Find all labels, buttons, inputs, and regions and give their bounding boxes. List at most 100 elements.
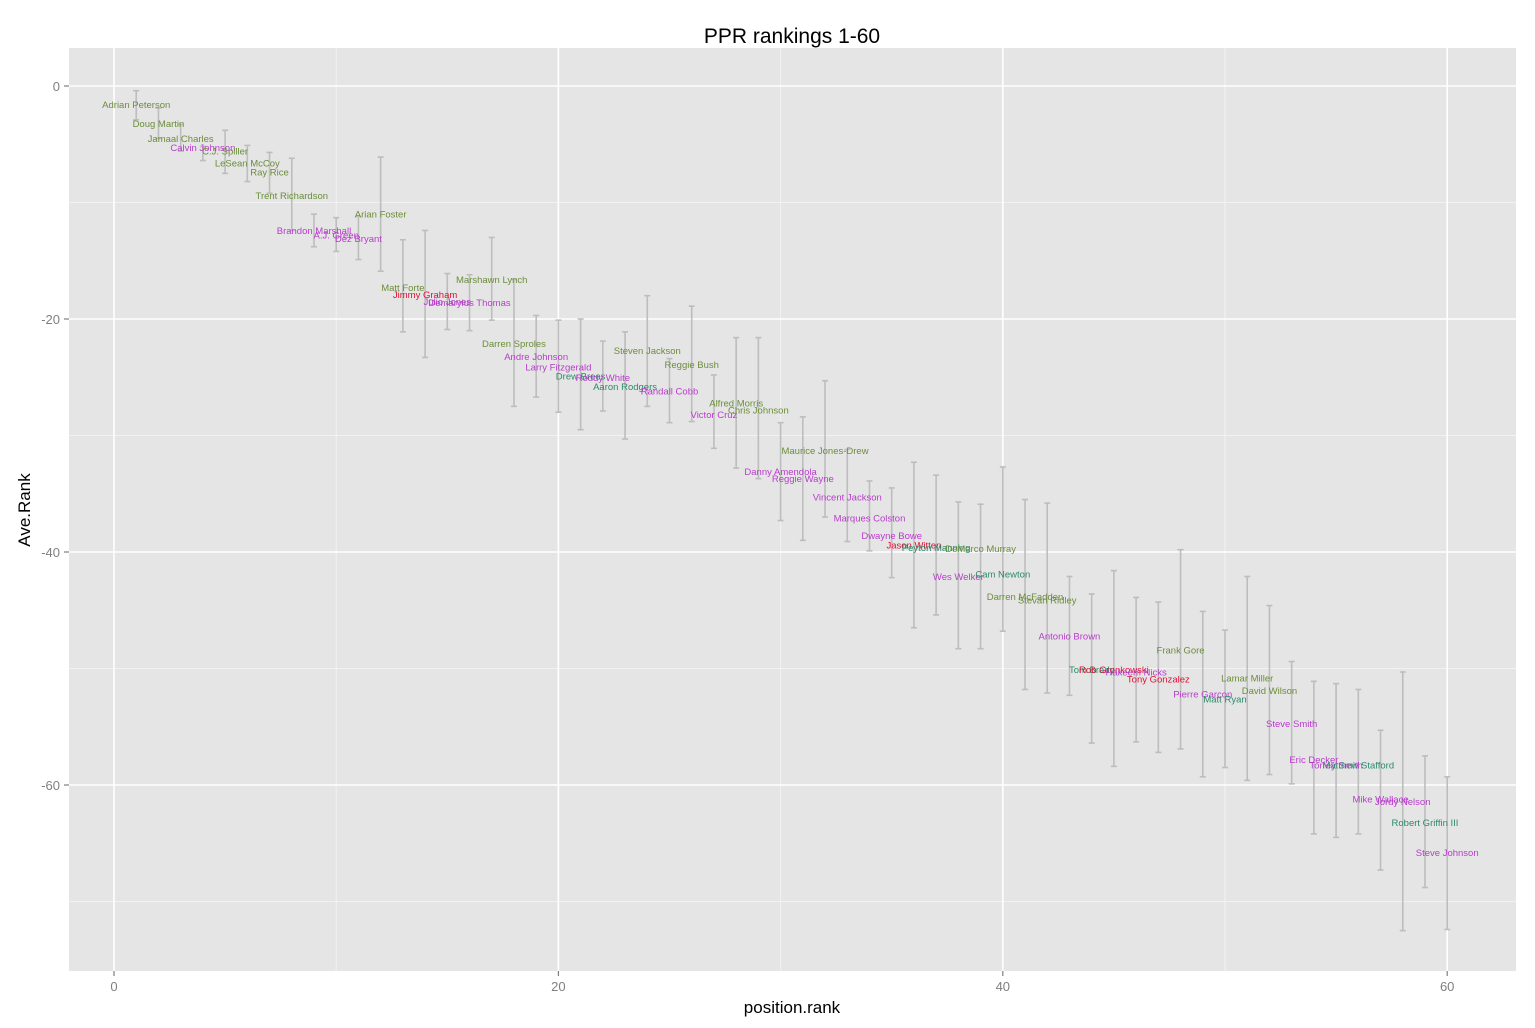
error-bar	[599, 340, 606, 412]
point-label: Marshawn Lynch	[456, 275, 527, 286]
error-bar	[1110, 569, 1117, 768]
point-label: Darren Sproles	[482, 339, 546, 350]
point-label: Brandon Marshall	[277, 226, 351, 237]
point-label: Dwayne Bowe	[861, 531, 922, 542]
error-bar	[1377, 729, 1384, 871]
error-bar	[1333, 682, 1340, 839]
error-bar	[466, 273, 473, 332]
point-label: Victor Cruz	[691, 410, 738, 421]
point-label: Steve Smith	[1266, 719, 1317, 730]
point-label: Antonio Brown	[1039, 631, 1101, 642]
error-bar	[1355, 688, 1362, 835]
point-label: Ray Rice	[250, 168, 289, 179]
error-bar	[1066, 575, 1073, 697]
error-bar	[1088, 593, 1095, 744]
error-bar	[488, 236, 495, 321]
point-label: Aaron Rodgers	[593, 382, 657, 393]
error-bar	[1155, 601, 1162, 754]
y-tick-label: 0	[53, 79, 60, 94]
point-label: Marques Colston	[834, 514, 906, 525]
point-label: Jason Witten	[886, 541, 941, 552]
error-bar	[577, 318, 584, 431]
error-bar	[1244, 575, 1251, 782]
point-label: Darren McFadden	[987, 592, 1064, 603]
y-tick-label: -60	[41, 778, 60, 793]
error-bar	[377, 156, 384, 273]
point-label: Torrey Smith	[1309, 761, 1362, 772]
grid-major	[69, 48, 1516, 971]
point-label: Matt Ryan	[1203, 694, 1246, 705]
y-tick-label: -40	[41, 545, 60, 560]
error-bar	[1310, 680, 1317, 835]
error-bar	[1444, 776, 1451, 931]
point-label: Vincent Jackson	[813, 493, 882, 504]
point-label: Rob Gronkowski	[1079, 665, 1149, 676]
error-bar	[244, 144, 251, 183]
point-label: Roddy White	[576, 373, 630, 384]
error-bar	[155, 107, 162, 140]
point-label: Pierre Garcon	[1173, 690, 1232, 701]
error-bar	[910, 461, 917, 629]
point-label: Eric Decker	[1289, 755, 1338, 766]
y-tick-label: -20	[41, 312, 60, 327]
point-label: Reggie Bush	[665, 360, 719, 371]
error-bar	[1022, 498, 1029, 691]
chart-title: PPR rankings 1-60	[704, 25, 880, 48]
point-label: A.J. Green	[313, 231, 358, 242]
error-bar	[555, 319, 562, 414]
point-label: Tony Gonzalez	[1127, 674, 1190, 685]
point-label: Danny Amendola	[744, 467, 817, 478]
point-label: Doug Martin	[133, 119, 185, 130]
error-bar	[733, 336, 740, 469]
point-label: DeMarco Murray	[945, 544, 1016, 555]
error-bar	[355, 215, 362, 261]
x-axis: 0 20 40 60	[110, 971, 1454, 994]
error-bar	[288, 157, 295, 232]
x-tick-label: 40	[996, 979, 1010, 994]
error-bar	[1222, 629, 1228, 769]
plot-panel	[69, 48, 1516, 971]
point-label: Peyton Manning	[902, 543, 971, 554]
error-bar	[688, 305, 695, 423]
error-bar	[955, 501, 962, 650]
error-bar	[510, 278, 517, 408]
error-bar	[133, 89, 140, 121]
point-label: Matthew Stafford	[1322, 761, 1394, 772]
point-label: Larry Fitzgerald	[525, 362, 591, 373]
error-bar	[1399, 671, 1406, 932]
error-bar	[1266, 604, 1273, 776]
point-labels: Adrian Peterson Doug Martin Jamaal Charles…	[102, 100, 1478, 859]
point-label: Arian Foster	[355, 210, 407, 221]
error-bar	[710, 374, 717, 450]
x-tick-label: 0	[110, 979, 117, 994]
error-bar	[1133, 596, 1140, 743]
point-label: Julio Jones	[424, 297, 472, 308]
point-label: Drew Brees	[556, 372, 606, 383]
point-label: Cam Newton	[975, 570, 1030, 581]
point-label: Dez Bryant	[335, 234, 382, 245]
error-bar	[822, 379, 829, 518]
point-label: David Wilson	[1242, 686, 1297, 697]
point-label: Jimmy Graham	[393, 290, 457, 301]
point-label: Maurice Jones-Drew	[781, 446, 868, 457]
point-label: Andre Johnson	[504, 352, 568, 363]
error-bar	[1044, 502, 1051, 694]
grid-minor	[69, 48, 1516, 971]
error-bar	[666, 357, 673, 424]
point-label: Wes Welker	[933, 572, 984, 583]
point-label: Mike Wallace	[1352, 794, 1408, 805]
y-axis: 0 -20 -40 -60	[41, 79, 69, 793]
point-label: Alfred Morris	[709, 398, 763, 409]
error-bar	[266, 151, 273, 194]
error-bar	[399, 238, 406, 333]
error-bar	[444, 272, 451, 331]
point-label: Steve Johnson	[1416, 848, 1479, 859]
error-bar	[622, 331, 629, 440]
error-bar	[422, 229, 429, 359]
point-label: LeSean McCoy	[215, 158, 280, 169]
point-label: Reggie Wayne	[772, 474, 834, 485]
point-label: Frank Gore	[1157, 645, 1205, 656]
error-bar	[755, 336, 762, 480]
error-bar	[977, 503, 984, 650]
error-bar	[177, 123, 184, 153]
